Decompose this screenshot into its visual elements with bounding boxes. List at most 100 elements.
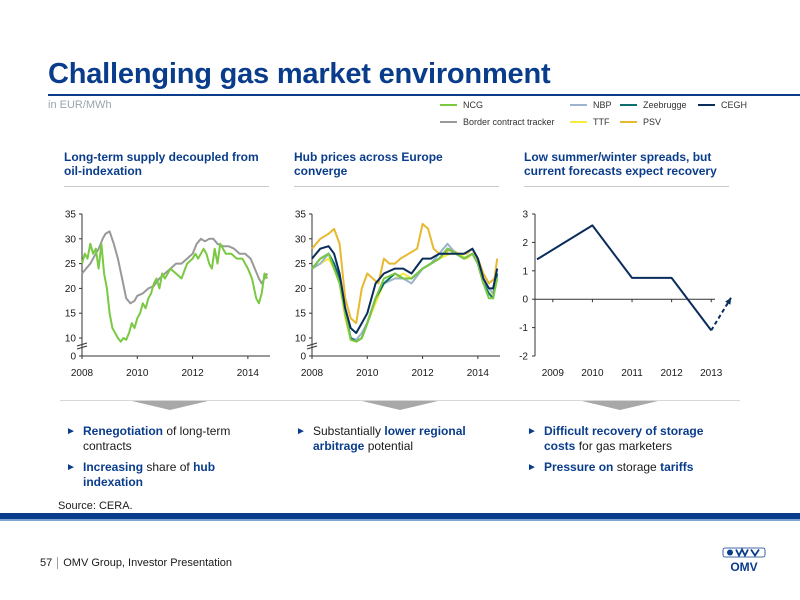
footer-band [0, 513, 800, 519]
y-tick-label: 3 [522, 210, 528, 221]
legend-swatch-zeebrugge [620, 104, 637, 106]
x-tick-label: 2013 [700, 368, 723, 379]
x-tick-label: 2010 [356, 368, 379, 379]
bullet-item: ► Pressure on storage tariffs [527, 460, 732, 475]
bullet-bold: Difficult recovery of storage costs [544, 424, 704, 453]
arrow-down-icon [132, 401, 208, 410]
chart-hub-prices: 35 30 25 20 15 10 0 2008 2010 2012 2014 [295, 210, 500, 379]
bullet-item: ► Substantially lower regional arbitrage … [296, 424, 501, 454]
spread-line [536, 224, 712, 332]
y-tick-label: 30 [65, 234, 77, 245]
column-heading-1: Long-term supply decoupled from oil-inde… [64, 150, 259, 178]
bullets-column-3: ► Difficult recovery of storage costs for… [527, 424, 732, 481]
series-line-ncg [311, 247, 499, 343]
bullet-text: for gas marketers [575, 439, 673, 453]
triangle-bullet-icon: ► [527, 426, 537, 437]
legend-label-zeebrugge: Zeebrugge [643, 100, 687, 110]
legend: NCG NBP Zeebrugge CEGH Border contract t… [440, 100, 790, 132]
x-tick-label: 2009 [542, 368, 565, 379]
bullet-bold: hub indexation [83, 460, 216, 489]
x-tick-label: 2008 [71, 368, 94, 379]
series-line-ttf [311, 252, 499, 343]
bullet-item: ► Increasing share of hub indexation [66, 460, 271, 490]
legend-swatch-ncg [440, 104, 457, 106]
x-tick-label: 2010 [581, 368, 604, 379]
column-rule-2 [294, 186, 499, 187]
legend-label-ttf: TTF [593, 117, 610, 127]
x-tick-label: 2008 [301, 368, 324, 379]
forecast-arrowhead [725, 297, 732, 305]
y-tick-label: 20 [65, 284, 77, 295]
x-tick-label: 2012 [661, 368, 684, 379]
legend-item-border-contract: Border contract tracker [440, 117, 555, 127]
y-tick-label: 2 [522, 238, 528, 249]
y-tick-label: 25 [295, 259, 307, 270]
legend-swatch-cegh [698, 104, 715, 106]
forecast-line [710, 297, 732, 331]
y-tick-label: 0 [300, 352, 306, 363]
y-tick-label: 1 [522, 266, 528, 277]
footer-separator [57, 557, 59, 569]
legend-swatch-ttf [570, 121, 587, 123]
chart-summer-winter-spread: 3 2 1 0 -1 -2 2009 2010 2011 2012 2013 [519, 210, 732, 379]
bullet-text: Substantially [313, 424, 385, 438]
bullet-text: of long-term contracts [83, 424, 231, 453]
legend-item-cegh: CEGH [698, 100, 747, 110]
column-heading-3: Low summer/winter spreads, but current f… [524, 150, 717, 178]
x-tick-label: 2011 [621, 368, 643, 379]
unit-label: in EUR/MWh [48, 99, 112, 111]
legend-label-cegh: CEGH [721, 100, 748, 110]
x-tick-label: 2010 [126, 368, 149, 379]
y-tick-label: 10 [65, 334, 77, 345]
y-tick-label: 10 [295, 334, 307, 345]
series-line-cegh [311, 245, 499, 334]
series-line-nbp [311, 242, 499, 341]
legend-item-ttf: TTF [570, 117, 610, 127]
separator-rule [60, 400, 740, 401]
series-line-ncg [81, 242, 269, 343]
y-tick-label: 15 [295, 309, 307, 320]
legend-swatch-nbp [570, 104, 587, 106]
triangle-bullet-icon: ► [296, 426, 306, 437]
omv-logo-mark [722, 547, 766, 558]
legend-item-nbp: NBP [570, 100, 612, 110]
page-number: 57 [40, 557, 53, 569]
bullet-bold: tariffs [660, 460, 694, 474]
series-line-border-contract-tracker [81, 230, 269, 305]
bullet-bold: Renegotiation [83, 424, 163, 438]
legend-label-psv: PSV [643, 117, 662, 127]
y-tick-label: 15 [65, 309, 77, 320]
y-tick-label: 35 [295, 210, 307, 221]
bullet-bold: Pressure on [544, 460, 614, 474]
footer: 57 OMV Group, Investor Presentation [40, 557, 232, 569]
title-rule [48, 94, 800, 96]
triangle-bullet-icon: ► [66, 426, 76, 437]
y-tick-label: 35 [65, 210, 77, 221]
triangle-bullet-icon: ► [527, 462, 537, 473]
y-tick-label: 20 [295, 284, 307, 295]
y-tick-label: 0 [522, 295, 528, 306]
legend-swatch-psv [620, 121, 637, 123]
bullet-item: ► Difficult recovery of storage costs for… [527, 424, 732, 454]
footer-band-light [0, 519, 800, 521]
arrow-down-icon [362, 401, 438, 410]
y-tick-label: 30 [295, 234, 307, 245]
x-tick-label: 2014 [467, 368, 490, 379]
y-tick-label: 0 [70, 352, 76, 363]
x-tick-label: 2012 [181, 368, 204, 379]
omv-logo: OMV [722, 547, 766, 574]
legend-swatch-border-contract [440, 121, 457, 123]
chart-long-term-supply: 35 30 25 20 15 10 0 2008 2010 2012 2014 [65, 210, 270, 379]
page-title: Challenging gas market environment [48, 58, 551, 90]
omv-logo-text: OMV [730, 560, 757, 574]
x-tick-label: 2012 [411, 368, 434, 379]
legend-item-ncg: NCG [440, 100, 483, 110]
x-tick-label: 2014 [237, 368, 260, 379]
bullets-column-2: ► Substantially lower regional arbitrage … [296, 424, 501, 460]
axis-break-mark [76, 342, 88, 350]
column-rule-3 [524, 186, 729, 187]
legend-item-zeebrugge: Zeebrugge [620, 100, 687, 110]
bullets-column-1: ► Renegotiation of long-term contracts ► I… [66, 424, 271, 496]
bullet-bold: Increasing [83, 460, 144, 474]
axis-break-mark [306, 342, 318, 350]
